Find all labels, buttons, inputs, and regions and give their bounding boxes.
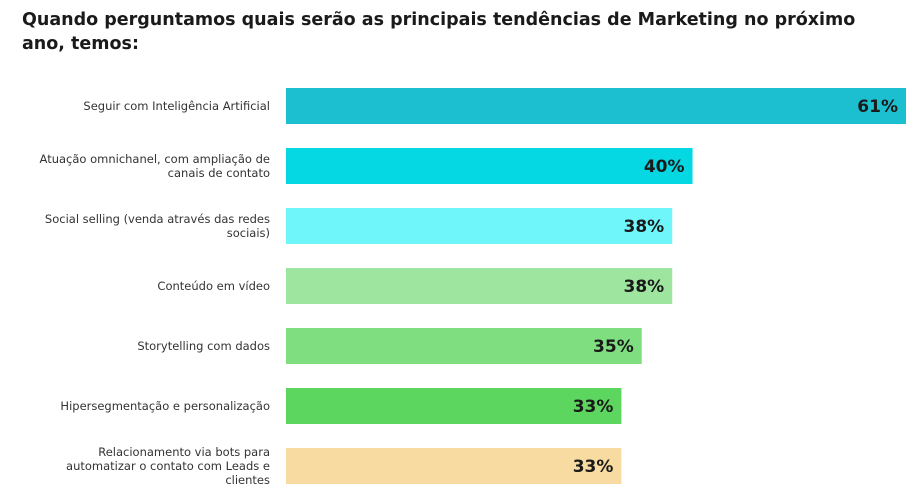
bar-row: 33% Relacionamento via bots para automatiz… (66, 445, 622, 487)
data-label: 33% (573, 457, 614, 477)
bar (286, 328, 642, 364)
bar-row: 33% Hipersegmentação e personalização (60, 388, 622, 424)
category-label: Hipersegmentação e personalização (60, 399, 270, 413)
category-label-line: Hipersegmentação e personalização (60, 399, 270, 413)
category-label: Storytelling com dados (137, 339, 270, 353)
bar-row: 35% Storytelling com dados (137, 328, 642, 364)
data-label: 38% (624, 217, 665, 237)
bar-row: 40% Atuação omnichanel, com ampliação de c… (40, 148, 693, 184)
category-label: Relacionamento via bots para automatizar … (66, 445, 270, 487)
bar (286, 88, 906, 124)
category-label-line: Seguir com Inteligência Artificial (83, 99, 270, 113)
bar (286, 268, 673, 304)
category-label-line: Social selling (venda através das redes (45, 212, 270, 226)
category-label: Conteúdo em vídeo (157, 279, 270, 293)
data-label: 35% (593, 337, 634, 357)
bar-row: 38% Social selling (venda através das red… (45, 208, 673, 244)
category-label-line: sociais) (227, 226, 270, 240)
category-label: Social selling (venda através das redes s… (45, 212, 270, 240)
data-label: 38% (624, 277, 665, 297)
category-label-line: canais de contato (168, 166, 270, 180)
bar (286, 388, 622, 424)
bar (286, 148, 693, 184)
category-label-line: Storytelling com dados (137, 339, 270, 353)
data-label: 33% (573, 397, 614, 417)
data-label: 61% (857, 97, 898, 117)
category-label-line: clientes (225, 473, 270, 487)
category-label-line: automatizar o contato com Leads e (66, 459, 270, 473)
bar (286, 208, 673, 244)
category-label-line: Relacionamento via bots para (98, 445, 270, 459)
bar (286, 448, 622, 484)
bar-row: 38% Conteúdo em vídeo (157, 268, 673, 304)
data-label: 40% (644, 157, 685, 177)
bar-row: 61% Seguir com Inteligência Artificial (83, 88, 906, 124)
category-label-line: Atuação omnichanel, com ampliação de (40, 152, 270, 166)
category-label-line: Conteúdo em vídeo (157, 279, 270, 293)
category-label: Seguir com Inteligência Artificial (83, 99, 270, 113)
category-label: Atuação omnichanel, com ampliação de cana… (40, 152, 270, 180)
chart-title: Quando perguntamos quais serão as princi… (22, 10, 856, 54)
